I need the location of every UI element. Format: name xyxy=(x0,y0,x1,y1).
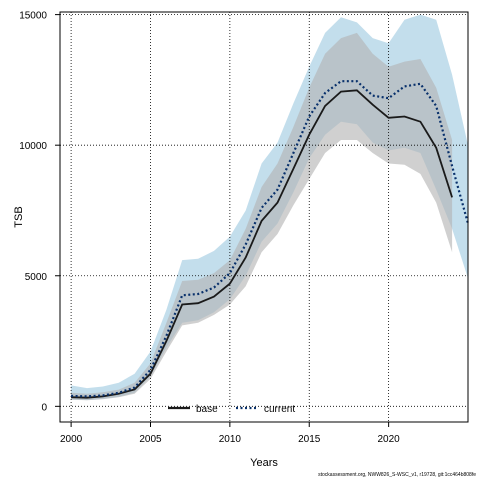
legend: base current xyxy=(168,404,295,415)
y-tick-label-5000: 5000 xyxy=(25,272,48,283)
band-base xyxy=(71,32,453,401)
series-lines xyxy=(71,80,470,399)
x-tick-label-2020: 2020 xyxy=(377,434,400,445)
footer-note: stockassessment.org, NWW826_S-WSC_v1, r1… xyxy=(318,472,476,478)
x-tick-label-2000: 2000 xyxy=(60,434,83,445)
x-tick-label-2005: 2005 xyxy=(139,434,162,445)
y-tick-label-15000: 15000 xyxy=(19,11,47,22)
y-tick-label-0: 0 xyxy=(41,402,47,413)
series-line-current xyxy=(71,80,470,398)
x-tick-label-2010: 2010 xyxy=(219,434,242,445)
grid xyxy=(60,12,468,422)
y-tick-label-10000: 10000 xyxy=(19,141,47,152)
series-line-base xyxy=(71,89,453,399)
legend-label-current: current xyxy=(264,404,295,415)
x-axis-label: Years xyxy=(250,457,278,469)
uncertainty-bands xyxy=(71,14,468,401)
axes: 2000 2005 2010 2015 2020 0 5000 10000 15000 xyxy=(19,11,400,445)
plot-frame xyxy=(59,11,469,423)
y-axis-label: TSB xyxy=(13,206,25,227)
legend-label-base: base xyxy=(196,404,218,415)
x-tick-label-2015: 2015 xyxy=(298,434,321,445)
